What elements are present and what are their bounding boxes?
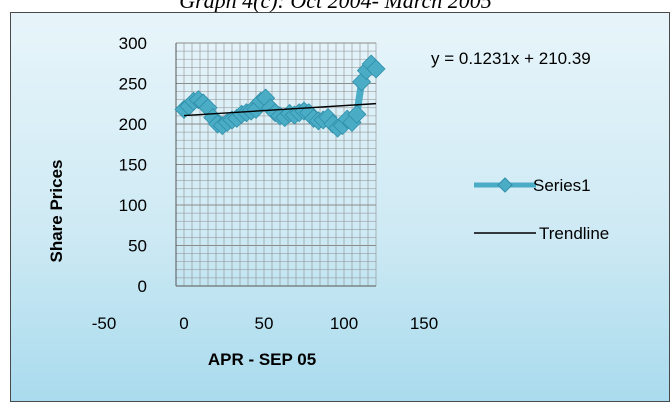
trendline-equation: y = 0.1231x + 210.39 xyxy=(431,49,591,68)
legend: Series1 Trendline xyxy=(474,176,609,243)
x-tick-label: 150 xyxy=(410,314,438,333)
y-tick-label: 200 xyxy=(119,115,147,134)
series-point xyxy=(352,72,372,92)
y-tick-label: 300 xyxy=(119,34,147,53)
series-point xyxy=(366,59,386,79)
x-tick-label: 100 xyxy=(330,314,358,333)
y-axis-title: Share Prices xyxy=(47,159,66,262)
chart-area: y = 0.1231x + 210.39 -50 0 50 100 150 0 50 100 1… xyxy=(10,12,670,402)
figure-caption: Graph 4(c): Oct 2004- March 2005 xyxy=(179,0,492,13)
y-tick-label: 50 xyxy=(128,237,147,256)
series-point xyxy=(347,104,367,124)
x-tick-label: 50 xyxy=(255,314,274,333)
legend-series1-label: Series1 xyxy=(533,176,591,195)
y-tick-label: 150 xyxy=(119,156,147,175)
series-layer xyxy=(174,54,386,138)
axes xyxy=(175,43,376,287)
tick-labels: -50 0 50 100 150 0 50 100 150 200 250 300 xyxy=(92,34,438,333)
legend-series1-marker-icon xyxy=(497,177,513,193)
x-tick-label: -50 xyxy=(92,314,117,333)
y-tick-label: 100 xyxy=(119,196,147,215)
y-tick-label: 250 xyxy=(119,75,147,94)
grid xyxy=(175,42,377,287)
y-tick-label: 0 xyxy=(138,277,147,296)
trendline xyxy=(183,102,377,117)
chart-svg: y = 0.1231x + 210.39 -50 0 50 100 150 0 50 100 1… xyxy=(47,34,609,369)
legend-trendline-label: Trendline xyxy=(539,224,609,243)
x-axis-title: APR - SEP 05 xyxy=(208,350,316,369)
x-tick-label: 0 xyxy=(179,314,188,333)
